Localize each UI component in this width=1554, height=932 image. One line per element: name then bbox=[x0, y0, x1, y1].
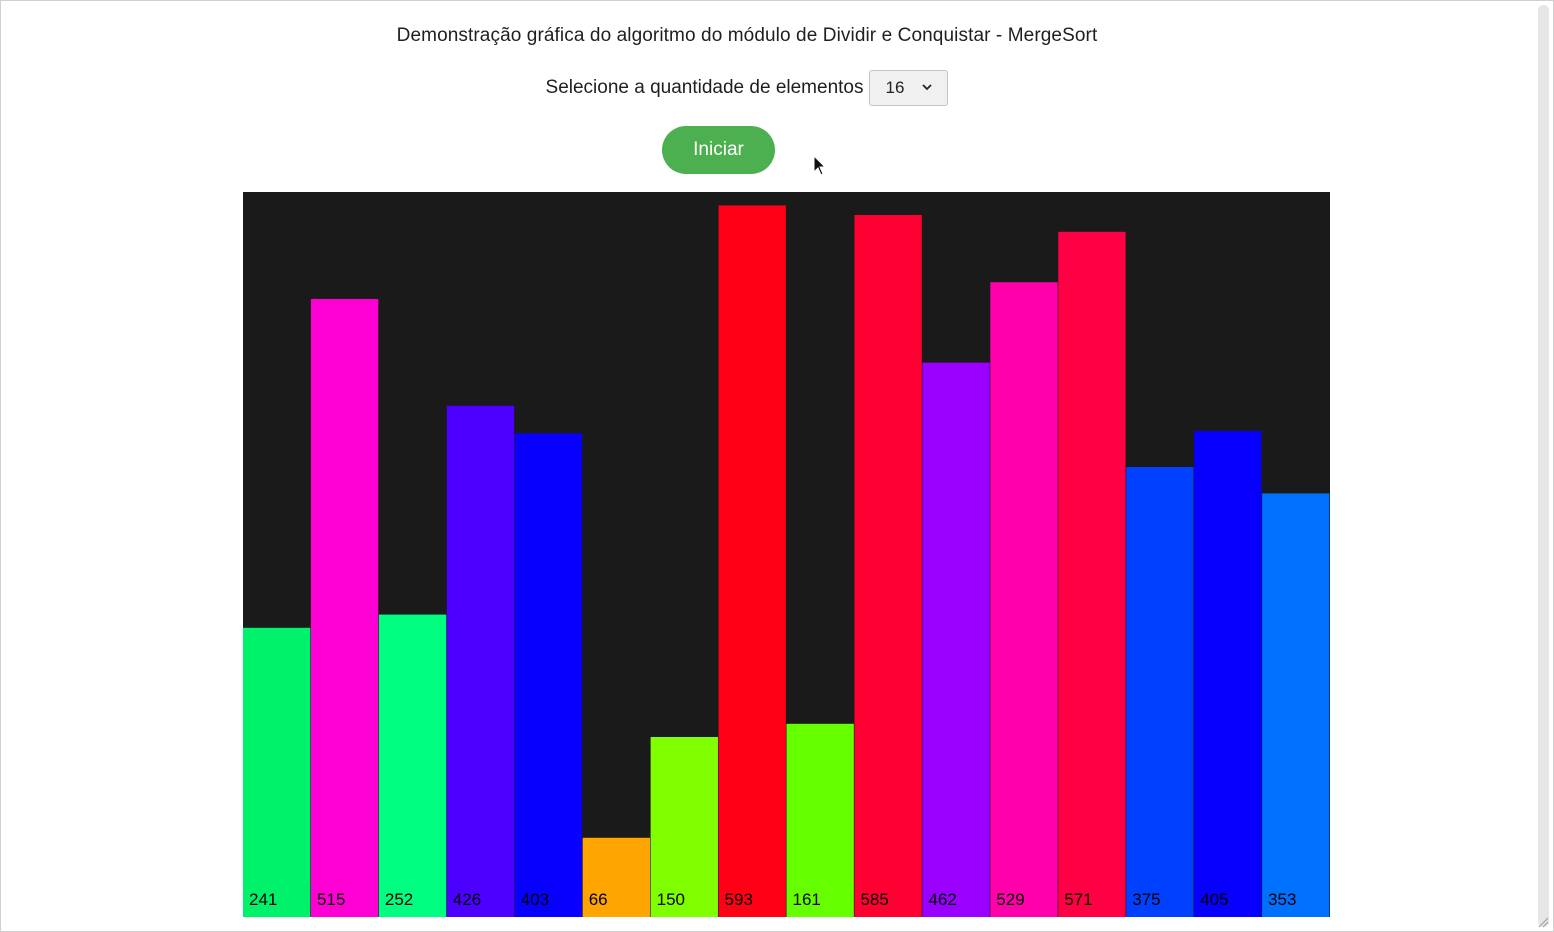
bar-5 bbox=[582, 837, 651, 917]
bar-chart-svg: 241 515 252 426 403 66 150 593 161 585 462 529 571 37… bbox=[243, 205, 1330, 917]
bar-value-label-8: 161 bbox=[793, 890, 821, 909]
bar-value-label-7: 593 bbox=[725, 890, 753, 909]
bar-value-label-1: 515 bbox=[317, 890, 345, 909]
bar-value-label-14: 405 bbox=[1200, 890, 1228, 909]
bar-10 bbox=[922, 362, 990, 917]
bar-value-label-13: 375 bbox=[1132, 890, 1160, 909]
sort-visualization-chart: 241 515 252 426 403 66 150 593 161 585 462 529 571 37… bbox=[243, 192, 1330, 917]
vertical-scrollbar[interactable] bbox=[1538, 5, 1549, 927]
bar-value-label-0: 241 bbox=[249, 890, 277, 909]
start-button[interactable]: Iniciar bbox=[662, 126, 775, 174]
bar-3 bbox=[446, 405, 515, 917]
element-count-select[interactable]: 16 bbox=[869, 70, 949, 106]
bar-value-label-4: 403 bbox=[521, 890, 549, 909]
bar-14 bbox=[1194, 431, 1262, 917]
bar-value-label-3: 426 bbox=[453, 890, 481, 909]
mouse-cursor-icon bbox=[813, 155, 827, 176]
bar-value-label-10: 462 bbox=[928, 890, 956, 909]
page-title: Demonstração gráfica do algoritmo do mód… bbox=[396, 25, 1098, 46]
bar-value-label-6: 150 bbox=[657, 890, 685, 909]
bar-12 bbox=[1058, 231, 1126, 917]
bar-0 bbox=[243, 627, 311, 917]
chevron-down-icon bbox=[922, 84, 933, 91]
bar-value-label-11: 529 bbox=[996, 890, 1024, 909]
element-count-label: Selecione a quantidade de elementos bbox=[545, 77, 864, 98]
bar-value-label-2: 252 bbox=[385, 890, 413, 909]
bar-value-label-9: 585 bbox=[860, 890, 888, 909]
bar-1 bbox=[310, 299, 379, 917]
element-count-row: Selecione a quantidade de elementos 16 bbox=[1, 69, 1493, 107]
bar-2 bbox=[378, 614, 447, 917]
bar-value-label-12: 571 bbox=[1064, 890, 1092, 909]
bar-7 bbox=[718, 205, 786, 917]
bar-9 bbox=[854, 215, 922, 917]
bar-15 bbox=[1262, 493, 1330, 917]
bar-value-label-15: 353 bbox=[1268, 890, 1296, 909]
bar-11 bbox=[990, 282, 1058, 917]
bar-13 bbox=[1126, 467, 1194, 917]
resize-grip-icon[interactable] bbox=[1537, 916, 1549, 928]
bar-6 bbox=[650, 737, 718, 917]
bar-4 bbox=[514, 433, 583, 917]
bar-value-label-5: 66 bbox=[589, 890, 608, 909]
bar-8 bbox=[786, 723, 854, 917]
element-count-value: 16 bbox=[885, 78, 905, 97]
